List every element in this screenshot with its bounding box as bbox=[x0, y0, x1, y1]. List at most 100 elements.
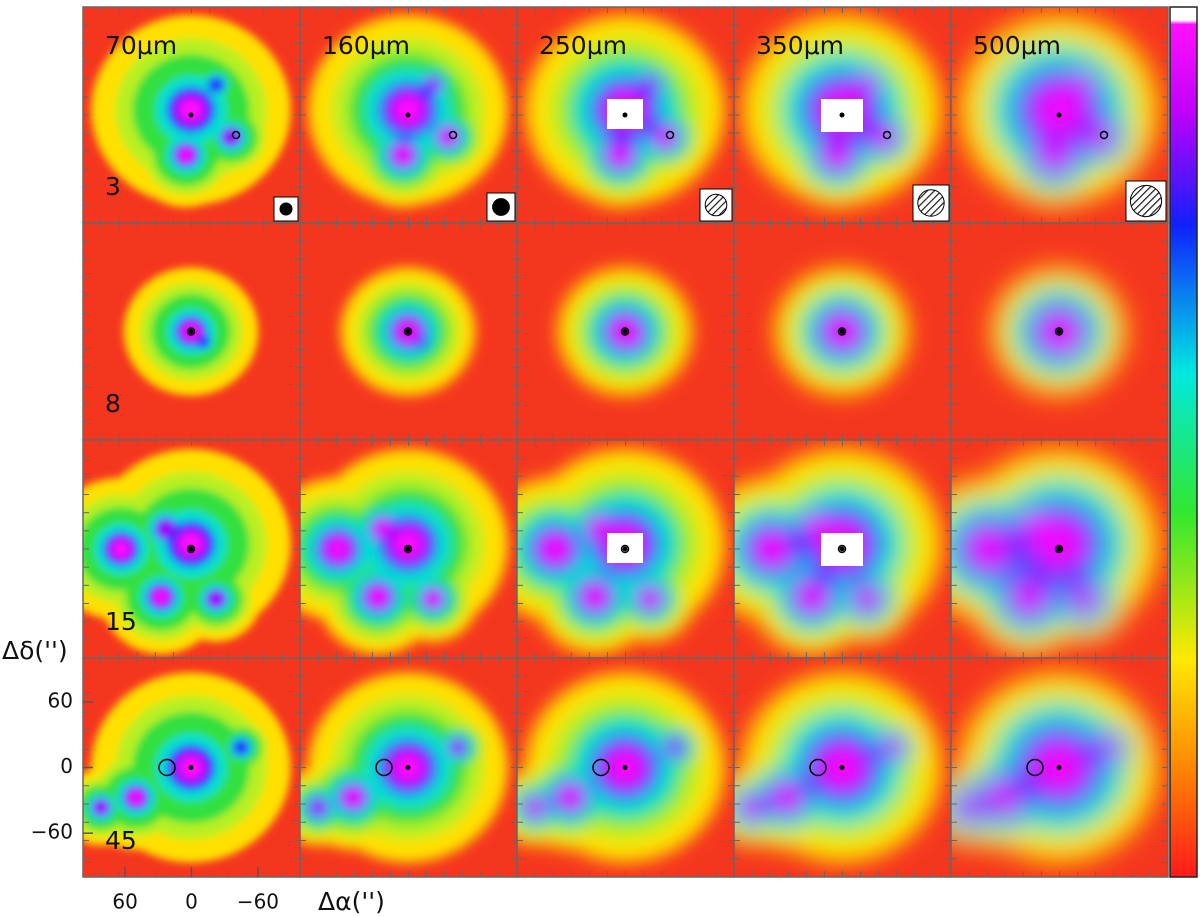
panel bbox=[517, 7, 734, 223]
emission-level bbox=[426, 592, 440, 606]
beam bbox=[1129, 184, 1163, 218]
panel bbox=[951, 440, 1168, 658]
y-tick-label: 60 bbox=[48, 688, 73, 712]
emission-level bbox=[885, 741, 899, 754]
source-marker bbox=[620, 327, 630, 336]
source-marker bbox=[1056, 765, 1062, 770]
panel bbox=[517, 223, 734, 440]
emission-level bbox=[776, 787, 798, 808]
x-tick-label: 60 bbox=[112, 890, 137, 914]
emission-level bbox=[1042, 143, 1066, 167]
source-marker bbox=[1054, 544, 1064, 554]
column-label: 70μm bbox=[105, 31, 177, 60]
emission-level bbox=[1037, 89, 1081, 131]
emission bbox=[83, 449, 291, 654]
source-marker bbox=[188, 765, 194, 770]
emission bbox=[951, 449, 1159, 654]
emission bbox=[525, 15, 725, 208]
emission-level bbox=[1037, 523, 1081, 565]
source-marker bbox=[405, 329, 411, 334]
panel bbox=[517, 440, 734, 658]
source-marker bbox=[186, 327, 196, 336]
emission-level bbox=[441, 130, 455, 144]
emission bbox=[959, 15, 1159, 208]
emission-level bbox=[395, 147, 411, 163]
emission-level bbox=[591, 521, 609, 537]
source-marker bbox=[1054, 327, 1064, 336]
source-marker bbox=[839, 329, 845, 334]
beam bbox=[917, 189, 945, 217]
emission-level bbox=[873, 128, 891, 146]
source-marker bbox=[403, 544, 413, 554]
emission-level bbox=[309, 799, 327, 816]
panel bbox=[951, 658, 1168, 877]
emission-level bbox=[425, 78, 441, 92]
emission-level bbox=[223, 129, 239, 145]
source-marker bbox=[231, 130, 241, 140]
beam bbox=[704, 193, 728, 217]
emission-level bbox=[826, 144, 848, 166]
emission-level bbox=[610, 146, 630, 164]
source-marker bbox=[1026, 758, 1044, 777]
emission-level bbox=[860, 78, 874, 92]
panel bbox=[517, 658, 734, 877]
emission-level bbox=[129, 791, 143, 804]
source-marker bbox=[837, 327, 847, 336]
source-marker bbox=[188, 546, 194, 552]
panel bbox=[300, 440, 517, 658]
source-marker bbox=[448, 130, 458, 140]
emission-level bbox=[232, 739, 250, 756]
emission-level bbox=[641, 76, 659, 94]
panel bbox=[734, 658, 951, 877]
source-marker bbox=[622, 765, 628, 770]
emission-level bbox=[657, 129, 673, 145]
source-marker bbox=[622, 546, 628, 552]
emission-level bbox=[858, 590, 876, 608]
emission-level bbox=[960, 799, 978, 816]
emission-level bbox=[1076, 77, 1092, 93]
row-label: 8 bbox=[105, 389, 121, 418]
source-marker bbox=[592, 758, 610, 777]
panel bbox=[300, 223, 517, 440]
panel bbox=[734, 440, 951, 658]
row-label: 3 bbox=[105, 172, 121, 201]
source-marker bbox=[665, 130, 675, 140]
source-marker bbox=[403, 327, 413, 336]
source-marker bbox=[1056, 112, 1062, 118]
panel bbox=[951, 7, 1168, 223]
emission-level bbox=[585, 587, 605, 607]
source-marker bbox=[622, 329, 628, 334]
panel bbox=[83, 223, 300, 440]
emission-level bbox=[207, 76, 225, 94]
source-marker bbox=[809, 758, 827, 777]
source-marker bbox=[839, 765, 845, 770]
y-axis-label: Δδ('') bbox=[2, 636, 68, 665]
column-label: 160μm bbox=[322, 31, 410, 60]
emission-level bbox=[1064, 335, 1078, 348]
emission-level bbox=[179, 148, 193, 162]
emission-level bbox=[208, 591, 224, 607]
x-tick-label: 0 bbox=[185, 890, 198, 914]
emission-level bbox=[1089, 127, 1109, 147]
emission bbox=[300, 449, 508, 654]
source-marker bbox=[1099, 130, 1109, 140]
panel bbox=[951, 223, 1168, 440]
panel bbox=[300, 7, 517, 223]
column-label: 500μm bbox=[973, 31, 1061, 60]
emission-level bbox=[393, 530, 423, 558]
emission-level bbox=[94, 801, 108, 814]
source-marker bbox=[622, 112, 628, 118]
emission-level bbox=[327, 538, 349, 560]
x-tick-label: −60 bbox=[237, 890, 279, 914]
panel bbox=[300, 658, 517, 877]
emission-level bbox=[179, 99, 203, 121]
emission-level bbox=[1101, 740, 1117, 755]
emission-level bbox=[992, 786, 1016, 809]
source-marker bbox=[186, 544, 196, 554]
emission-level bbox=[450, 740, 466, 755]
emission-level bbox=[154, 590, 168, 604]
source-marker bbox=[882, 130, 892, 140]
emission-level bbox=[542, 537, 568, 561]
panel bbox=[83, 440, 300, 658]
emission-level bbox=[369, 588, 387, 606]
